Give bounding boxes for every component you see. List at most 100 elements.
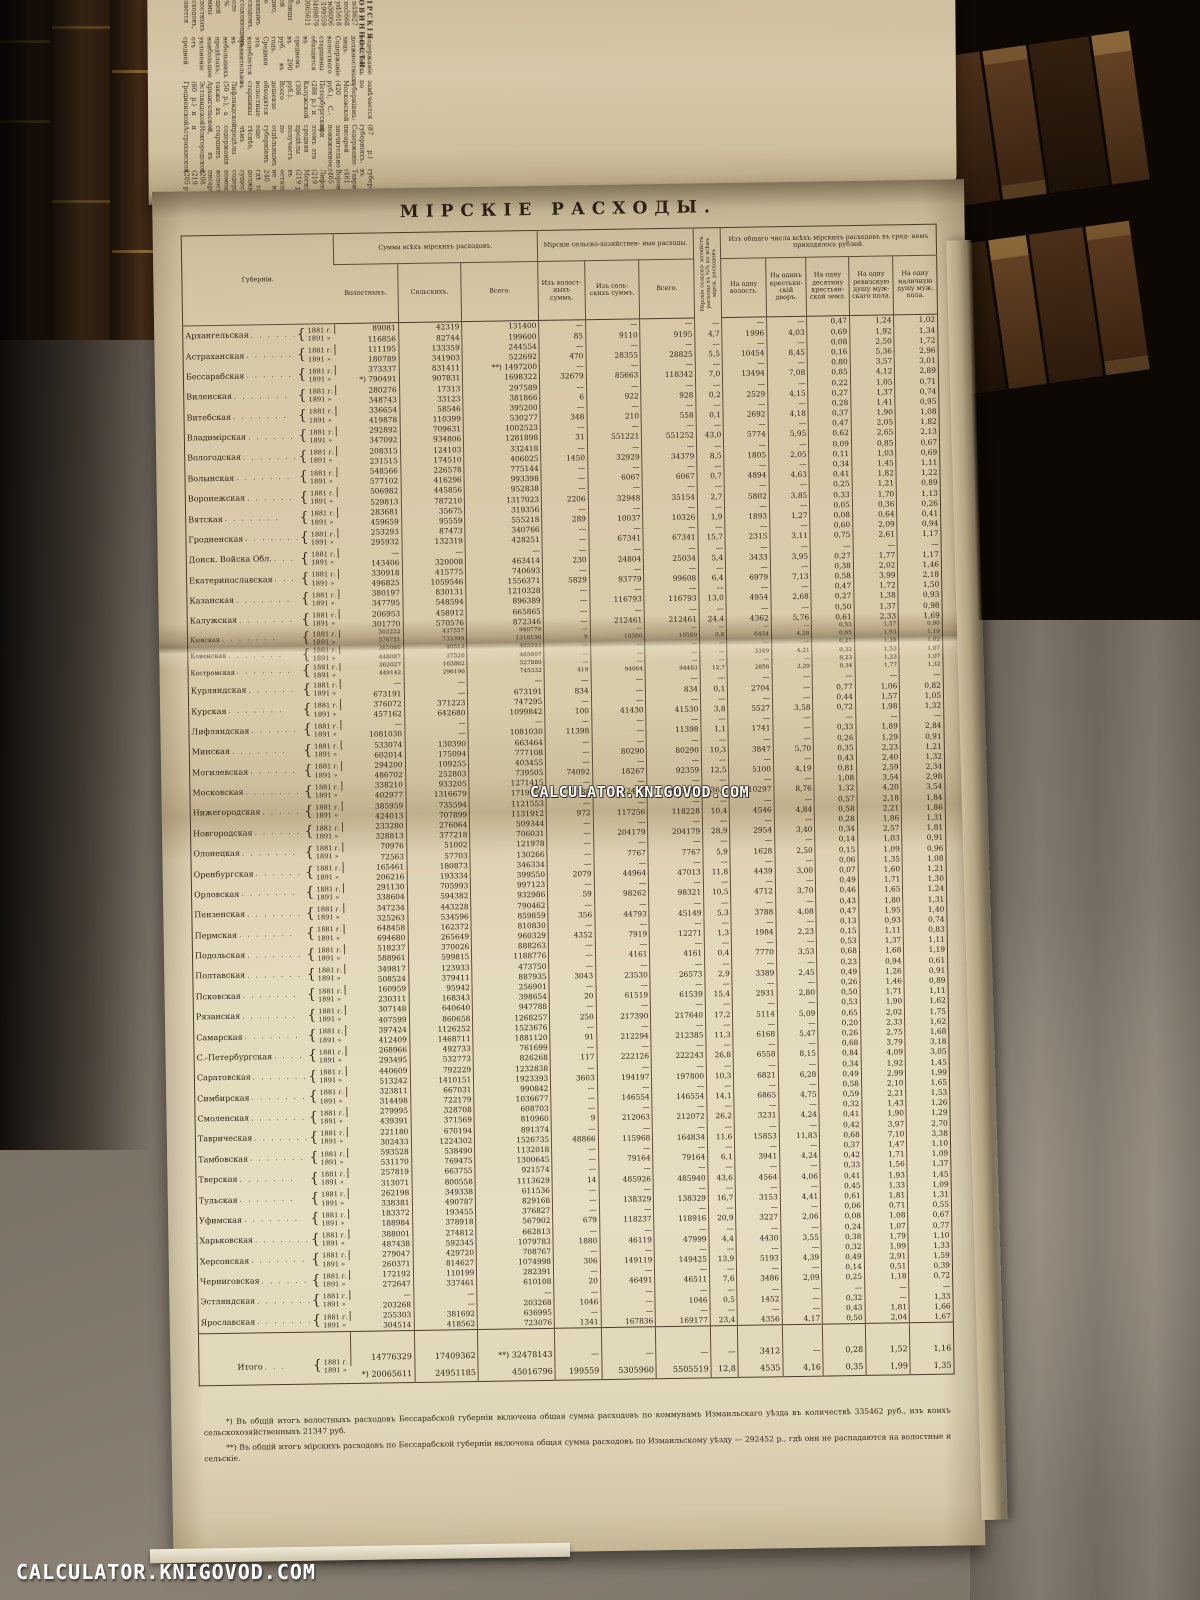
cell-1881: — [730,835,775,847]
cell-1891: 7,0 [695,368,723,380]
cell-1881: 0,32 [821,1241,865,1253]
cell-1891: 4,24 [779,1150,821,1162]
cell-1891: 0,84 [818,1047,862,1059]
cell-1881: 0,05 [809,499,853,511]
cell-1881: 1,52 [865,1340,911,1358]
cell-1891: 592345 [412,1237,477,1249]
cell-1891: 12,5 [701,764,730,776]
cell-1881: — [854,670,900,682]
cell-1891: 1046 [554,1296,601,1308]
cell-1881: 1,33 [862,1179,908,1191]
cell-1891: 642680 [404,707,469,719]
cell-1881: — [596,1061,652,1073]
cell-1891: 0,33 [813,721,856,733]
cell-1891: 0,49 [821,1251,865,1263]
cell-1891: 26573 [650,968,706,980]
cell-1881: 0,95 [895,396,939,408]
cell-1881: — [731,937,777,949]
cell-1881: — [349,1289,414,1301]
grp-average: Изъ общаго числа всѣхъ мірскихъ расходов… [720,224,937,259]
cell-1891: 1046 [655,1294,711,1306]
cell-1881: 0,71 [863,1200,908,1211]
cell-1881: 1,62 [904,995,949,1007]
cell-1881: — [644,603,700,615]
cell-1891: — [772,681,813,693]
cell-1881: 280276 [335,384,400,396]
cell-1891: 4954 [726,592,771,604]
cell-1891: 972 [546,807,594,819]
cell-1891: 1,71 [859,986,905,998]
cell-1891: 4,84 [774,804,815,815]
cell-1891: 0,27 [810,550,854,562]
cell-1891: 2,23 [776,926,817,938]
cell-1891: 6979 [725,572,771,583]
cell-1891: 1,17 [897,528,942,540]
cell-1891: 0,68 [819,1129,863,1141]
cell-1891: 0,96 [902,842,946,854]
cell-1891: 338381 [381,1198,410,1208]
cell-1891: 0,58 [810,570,854,582]
cell-1891: 4439 [730,865,776,877]
cell-1891: 149425 [654,1254,710,1266]
cell-1891: 6 [539,391,587,403]
cell-1881: — [776,956,818,968]
cell-1881: — [647,816,703,828]
cell-1891: 0,08 [820,1210,864,1222]
cell-1881: — [781,1282,823,1294]
cell-1891: 10454 [722,347,768,359]
cell-1891: 9195 [640,328,695,340]
cell-1891: 0,34 [812,662,855,672]
cell-1891: 231515 [369,456,398,466]
cell-1881: — [597,1122,653,1134]
cell-1891: 2079 [547,868,595,880]
cell-1891: 10326 [643,512,698,524]
cell-1881: 0,44 [812,691,856,703]
cell-1881: — [654,1243,710,1255]
cell-1881: — [552,1184,600,1196]
cell-1891: 138329 [599,1193,654,1205]
toc-line: IV. Расходы сельско-хозяйственные . . . … [318,0,327,27]
cell-1881: — [725,561,771,573]
governorate-label: Таврическая . . . . . . .{1881 г. 1891 » [197,1129,345,1146]
cell-1881: 1,71 [858,874,903,885]
governorate-label: Подольская . . . . . . .{1881 г. 1891 » [194,945,342,963]
cell-1891: 80290 [592,745,647,757]
cell-1881: — [694,338,723,350]
cell-1891: 4,18 [767,408,809,420]
cell-1881: 0,14 [815,834,858,845]
cell-1881: — [589,563,644,575]
cell-1881: — [779,1140,821,1152]
rotated-paragraph: Изъ таблицы этой видно, что главнымъ рас… [181,0,375,205]
cell-1891: — [772,722,814,734]
cell-1891: 0,81 [813,762,857,774]
cell-1881: 1,45 [851,457,897,469]
spacer-cell [554,1327,602,1346]
cell-1881: 0,38 [810,560,854,572]
cell-1881: — [649,917,705,929]
cell-1891: 0,27 [808,387,851,399]
governorate-label: Итого . . .{1881 г. 1891 » [237,1357,349,1375]
cell-1891: — [864,1291,910,1303]
cell-1881: — [695,399,724,411]
cell-1891: 0,64 [852,508,898,520]
cell-1891: 11,6 [707,1131,735,1143]
cell-1891: 5527 [727,702,773,714]
table-totals: Итого . . .{1881 г. 1891 » 14776329 1740936… [198,1322,955,1386]
cell-1881: — [709,1284,738,1295]
cell-1881: 14776329 [350,1348,415,1367]
governorate-label: Минская . . . . . . .{1881 г. 1891 » [191,742,339,759]
cell-1891: 57703 [406,850,471,862]
cell-1881: — [592,755,647,767]
cell-1881: — [550,1062,598,1074]
cell-1881: 1,66 [909,1301,954,1313]
cell-1881: — [587,441,643,453]
cell-1891: 2529 [723,388,768,400]
cell-1881: 294200 [341,759,406,771]
cell-1881: 0,45 [820,1180,864,1192]
cell-1891: 15,7 [697,531,726,543]
cell-1881: — [776,936,817,948]
cell-1891: — [542,534,589,546]
cell-1891: 12,8 [710,1359,739,1378]
cell-1891: 679 [552,1215,600,1226]
cell-1881: — [706,1060,734,1071]
